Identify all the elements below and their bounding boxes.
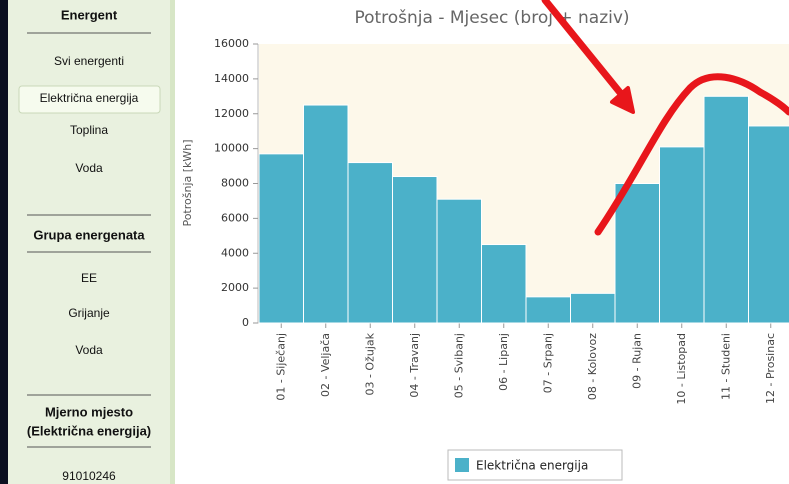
x-tick-label: 09 - Rujan <box>630 333 643 389</box>
bar <box>348 163 393 323</box>
x-tick-label: 02 - Veljača <box>319 333 332 397</box>
y-tick-label: 14000 <box>214 72 249 85</box>
bar <box>393 177 438 323</box>
menu-item[interactable]: Toplina <box>70 123 108 137</box>
menu-item[interactable]: Električna energija <box>40 91 139 105</box>
y-axis-label: Potrošnja [kWh] <box>181 139 194 226</box>
x-tick-label: 04 - Travanj <box>408 333 421 398</box>
bar <box>304 105 349 323</box>
x-tick-label: 01 - Siječanj <box>274 333 287 401</box>
section-header: Mjerno mjesto <box>45 404 133 419</box>
legend-swatch <box>455 458 469 472</box>
y-tick-label: 0 <box>242 316 249 329</box>
y-tick-label: 4000 <box>221 246 249 259</box>
y-tick-label: 6000 <box>221 211 249 224</box>
menu-item[interactable]: 91010246 <box>62 469 116 483</box>
bar <box>526 297 571 323</box>
divider <box>170 0 175 484</box>
y-tick-label: 12000 <box>214 107 249 120</box>
y-tick-label: 2000 <box>221 281 249 294</box>
chart-title: Potrošnja - Mjesec (broj + naziv) <box>354 8 629 28</box>
menu-item[interactable]: Svi energenti <box>54 54 124 68</box>
x-tick-label: 11 - Studeni <box>719 333 732 400</box>
y-tick-label: 8000 <box>221 177 249 190</box>
y-tick-label: 16000 <box>214 37 249 50</box>
page: Energent Svi energenti Električna energi… <box>0 0 789 484</box>
x-tick-label: 07 - Srpanj <box>541 333 554 393</box>
bar <box>437 199 482 323</box>
x-tick-label: 05 - Svibanj <box>452 333 465 398</box>
legend-label: Električna energija <box>476 459 588 473</box>
x-tick-label: 10 - Listopad <box>675 333 688 405</box>
y-tick-label: 10000 <box>214 142 249 155</box>
bar <box>571 293 616 323</box>
bar <box>259 154 304 323</box>
section-header: Energent <box>61 7 118 22</box>
x-tick-label: 12 - Prosinac <box>764 333 777 404</box>
menu-item[interactable]: Voda <box>75 343 103 357</box>
bar <box>749 126 789 323</box>
x-tick-label: 06 - Lipanj <box>497 333 510 391</box>
x-tick-label: 08 - Kolovoz <box>586 333 599 400</box>
menu-item[interactable]: Grijanje <box>68 306 110 320</box>
menu-item[interactable]: Voda <box>75 161 103 175</box>
bar <box>660 147 705 323</box>
section-header: (Električna energija) <box>27 423 151 438</box>
section-header: Grupa energenata <box>33 227 145 242</box>
menu-item[interactable]: EE <box>81 271 97 285</box>
bar <box>704 96 749 323</box>
bar <box>615 184 660 324</box>
bar <box>482 245 527 323</box>
x-tick-label: 03 - Ožujak <box>363 332 376 395</box>
